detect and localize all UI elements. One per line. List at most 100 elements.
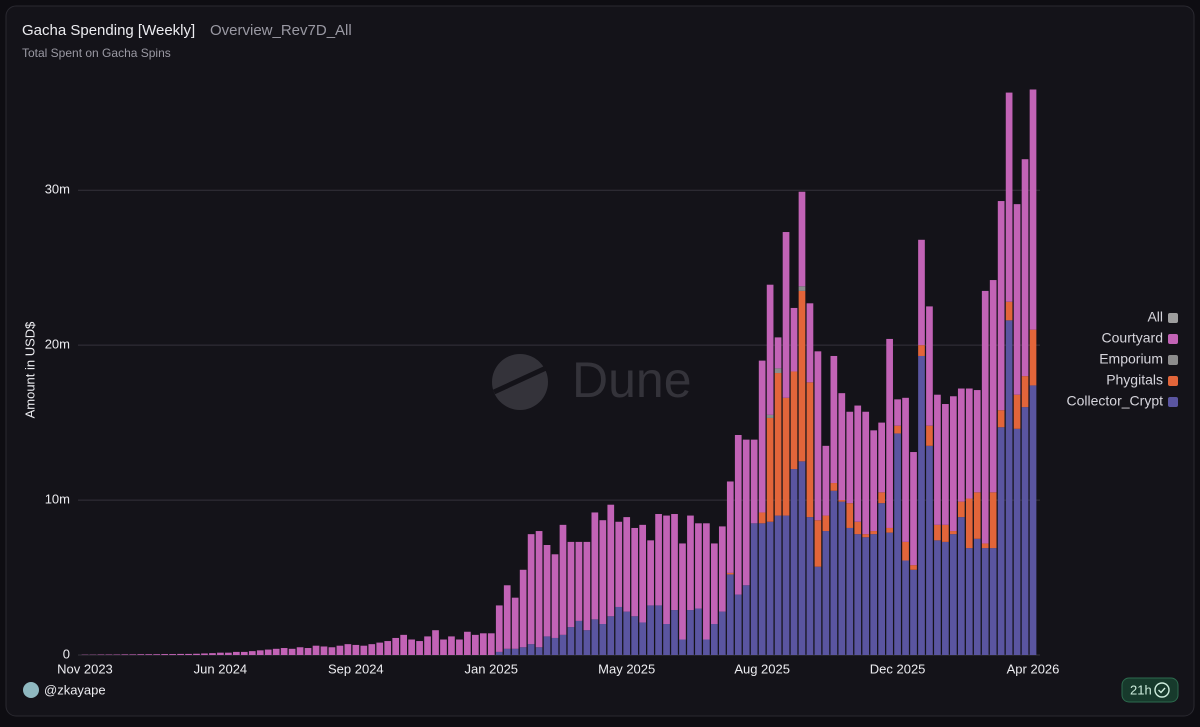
bar-segment — [831, 491, 838, 655]
watermark: Dune — [492, 352, 692, 410]
bar-segment — [281, 648, 288, 655]
watermark-text: Dune — [572, 352, 692, 408]
bar-segment — [958, 389, 965, 502]
bar-segment — [161, 654, 168, 655]
bar-segment — [576, 542, 583, 621]
bar-segment — [854, 534, 861, 655]
bar-segment — [942, 542, 949, 655]
bar-segment — [647, 605, 654, 655]
bar-segment — [807, 382, 814, 517]
legend-label[interactable]: All — [1147, 309, 1163, 325]
bar-segment — [592, 619, 599, 655]
bar-segment — [711, 624, 718, 655]
bar-segment — [831, 483, 838, 491]
x-tick-label: Sep 2024 — [328, 661, 384, 676]
bar-segment — [703, 640, 710, 655]
bar-segment — [894, 433, 901, 655]
bar-segment — [854, 406, 861, 522]
bar-segment — [791, 371, 798, 469]
bar-segment — [153, 654, 160, 655]
bar-segment — [201, 653, 208, 655]
legend-label[interactable]: Phygitals — [1106, 372, 1163, 388]
bar-segment — [846, 412, 853, 503]
legend-label[interactable]: Courtyard — [1102, 330, 1163, 346]
bar-segment — [846, 503, 853, 528]
bar-segment — [488, 633, 495, 655]
bar-segment — [456, 640, 463, 655]
bar-segment — [368, 644, 375, 655]
bar-segment — [1022, 376, 1029, 407]
bar-segment — [783, 516, 790, 655]
bar-segment — [185, 654, 192, 655]
bar-segment — [799, 192, 806, 287]
bar-segment — [695, 523, 702, 608]
bar-segment — [615, 522, 622, 607]
bar-segment — [719, 612, 726, 655]
bar-segment — [639, 622, 646, 655]
bar-segment — [496, 652, 503, 655]
bar-segment — [775, 516, 782, 655]
bar-segment — [384, 641, 391, 655]
bar-segment — [767, 415, 774, 418]
bar-segment — [663, 516, 670, 624]
x-tick-label: Apr 2026 — [1007, 661, 1060, 676]
bar-segment — [926, 306, 933, 425]
bar-segment — [910, 565, 917, 570]
bar-segment — [496, 605, 503, 651]
bar-segment — [504, 649, 511, 655]
bar-segment — [432, 630, 439, 655]
bar-segment — [568, 542, 575, 627]
bar-segment — [607, 505, 614, 617]
bar-segment — [934, 395, 941, 525]
bar-segment — [1006, 320, 1013, 655]
bar-segment — [791, 308, 798, 372]
bar-segment — [902, 560, 909, 655]
bar-segment — [576, 621, 583, 655]
bar-segment — [878, 423, 885, 493]
bar-segment — [528, 534, 535, 644]
legend-label[interactable]: Collector_Crypt — [1067, 393, 1164, 409]
bar-segment — [1030, 385, 1037, 655]
bar-segment — [926, 446, 933, 655]
query-name[interactable]: Overview_Rev7D_All — [210, 22, 352, 39]
bar-segment — [695, 609, 702, 655]
x-tick-label: Jun 2024 — [194, 661, 248, 676]
bar-segment — [568, 627, 575, 655]
legend-swatch — [1168, 397, 1178, 407]
bar-segment — [743, 585, 750, 655]
bar-segment — [966, 499, 973, 549]
bar-segment — [592, 512, 599, 619]
bar-segment — [464, 632, 471, 655]
bar-segment — [1030, 89, 1037, 329]
bar-segment — [703, 523, 710, 639]
bar-segment — [1014, 429, 1021, 655]
bar-segment — [775, 337, 782, 368]
bar-segment — [838, 500, 845, 502]
x-tick-label: Aug 2025 — [734, 661, 790, 676]
bar-segment — [512, 649, 519, 655]
bar-segment — [783, 232, 790, 398]
legend-swatch — [1168, 376, 1178, 386]
bar-segment — [623, 612, 630, 655]
bar-segment — [217, 653, 224, 655]
bar-segment — [169, 654, 176, 655]
chart-title: Gacha Spending [Weekly] — [22, 22, 195, 39]
bar-segment — [974, 539, 981, 655]
bar-segment — [918, 345, 925, 356]
bar-segment — [767, 522, 774, 655]
bar-segment — [584, 630, 591, 655]
bar-segment — [838, 502, 845, 655]
author[interactable]: @zkayape — [44, 682, 106, 697]
bar-segment — [329, 647, 336, 655]
bar-segment — [305, 648, 312, 655]
bar-segment — [998, 427, 1005, 655]
bar-segment — [1022, 159, 1029, 376]
bar-segment — [1006, 302, 1013, 321]
bar-segment — [177, 654, 184, 655]
bar-segment — [934, 540, 941, 655]
bar-segment — [424, 636, 431, 655]
bar-segment — [416, 641, 423, 655]
legend-label[interactable]: Emporium — [1099, 351, 1163, 367]
avatar[interactable] — [23, 682, 39, 698]
